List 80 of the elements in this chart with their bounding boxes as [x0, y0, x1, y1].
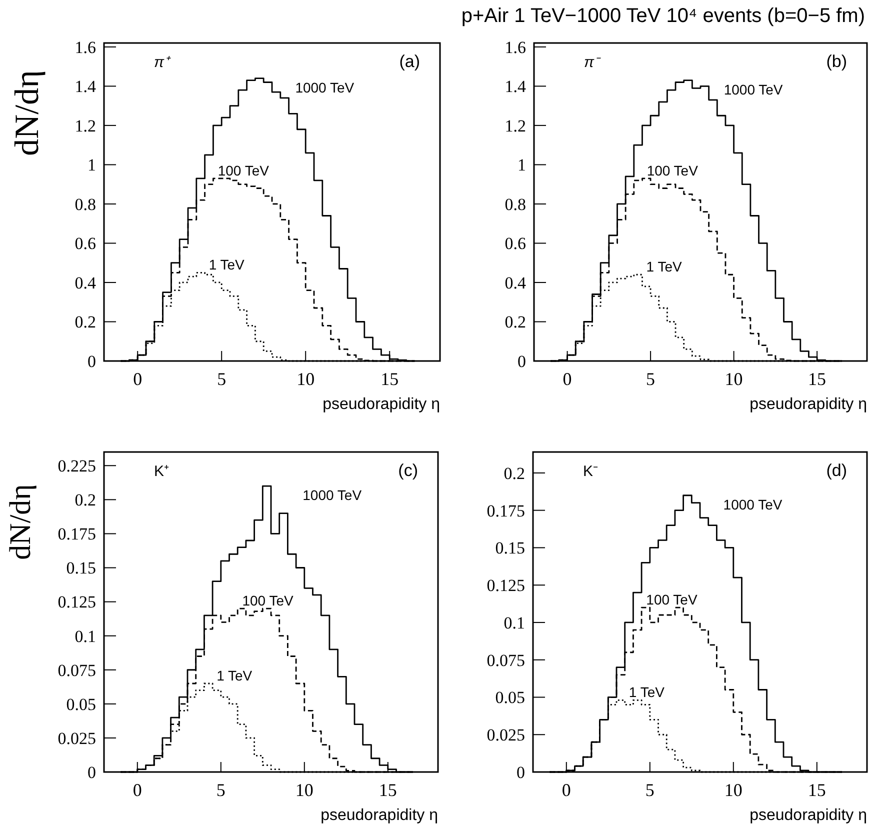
y-tick-label: 0.1 — [74, 626, 96, 646]
annotation: K⁺ — [154, 463, 170, 480]
y-tick-label: 0.15 — [495, 538, 525, 558]
y-tick-label: 0 — [518, 352, 526, 371]
x-tick-label: 0 — [562, 780, 571, 800]
series-label: 100 TeV — [646, 162, 699, 178]
x-tick-label: 5 — [217, 369, 226, 389]
y-tick-label: 0.225 — [58, 456, 96, 476]
x-tick-label: 15 — [808, 369, 826, 389]
y-tick-label: 1.4 — [504, 77, 526, 96]
y-tick-label: 0 — [88, 352, 96, 371]
y-tick-label: 1 — [518, 156, 526, 175]
x-tick-label: 10 — [295, 780, 314, 800]
y-tick-label: 0.05 — [66, 694, 96, 714]
y-tick-label: 0.125 — [58, 592, 96, 612]
series-label: 100 TeV — [646, 592, 698, 608]
y-axis-title: dN/dη — [9, 70, 46, 156]
x-axis-title: pseudorapidity η — [750, 396, 867, 413]
x-tick-label: 0 — [132, 780, 142, 800]
x-tick-label: 5 — [646, 369, 656, 389]
series-label: 1000 TeV — [295, 79, 355, 96]
y-tick-label: 0.175 — [486, 501, 525, 520]
y-axis-title: dN/dη — [4, 484, 37, 560]
y-tick-label: 0.2 — [504, 312, 526, 332]
x-tick-label: 15 — [378, 780, 397, 800]
y-tick-label: 0.025 — [486, 726, 525, 745]
annotation: (c) — [398, 461, 418, 480]
annotation: (d) — [826, 461, 847, 480]
y-tick-label: 0.2 — [74, 312, 96, 332]
y-tick-label: 0.025 — [58, 728, 96, 748]
y-tick-label: 0.05 — [495, 688, 525, 708]
x-tick-label: 10 — [296, 369, 315, 389]
y-tick-label: 0.6 — [504, 234, 526, 254]
y-tick-label: 1.6 — [74, 38, 96, 57]
series-label: 100 TeV — [242, 592, 294, 609]
series-label: 1000 TeV — [723, 496, 783, 512]
x-tick-label: 15 — [808, 780, 826, 800]
x-axis-title: pseudorapidity η — [322, 396, 440, 413]
y-tick-label: 0.075 — [486, 650, 525, 670]
x-tick-label: 0 — [562, 369, 572, 389]
x-tick-label: 15 — [380, 369, 399, 389]
y-tick-label: 0 — [516, 762, 525, 782]
series-label: 1000 TeV — [302, 487, 362, 504]
annotation: π⁺ — [154, 54, 172, 71]
series-label: 1 TeV — [646, 258, 682, 275]
x-tick-label: 5 — [645, 780, 654, 800]
series-label: 100 TeV — [218, 162, 270, 178]
series-label: 1 TeV — [208, 256, 246, 273]
y-tick-label: 0.125 — [486, 576, 525, 596]
y-tick-label: 0.2 — [74, 490, 96, 510]
annotation: K⁻ — [583, 463, 598, 480]
y-tick-label: 1.2 — [74, 116, 96, 136]
y-tick-label: 0.8 — [74, 194, 96, 214]
x-tick-label: 0 — [133, 369, 142, 389]
series-label: 1000 TeV — [724, 81, 784, 98]
x-tick-label: 10 — [724, 780, 742, 800]
y-tick-label: 0.175 — [58, 524, 96, 544]
y-tick-label: 0.075 — [58, 660, 96, 680]
x-tick-label: 5 — [216, 780, 226, 800]
y-tick-label: 1.4 — [74, 77, 96, 96]
y-tick-label: 0.8 — [504, 194, 526, 214]
y-tick-label: 0.4 — [74, 273, 96, 292]
y-tick-label: 0.15 — [66, 558, 96, 578]
series-label: 1 TeV — [628, 684, 666, 700]
y-tick-label: 1.2 — [504, 116, 526, 136]
chart-title: p+Air 1 TeV−1000 TeV 10⁴ events (b=0−5 fm) — [461, 5, 865, 27]
y-tick-label: 0.1 — [504, 613, 525, 632]
y-tick-label: 0.4 — [504, 273, 526, 292]
y-tick-label: 0.6 — [74, 234, 96, 254]
annotation: (a) — [399, 52, 420, 71]
annotation: (b) — [826, 52, 847, 71]
y-tick-label: 1 — [88, 156, 96, 175]
x-axis-title: pseudorapidity η — [750, 807, 867, 824]
y-tick-label: 0 — [88, 762, 96, 782]
x-axis-title: pseudorapidity η — [320, 807, 438, 824]
annotation: π⁻ — [584, 54, 602, 71]
y-tick-label: 0.2 — [504, 464, 525, 483]
series-label: 1 TeV — [216, 667, 253, 684]
x-tick-label: 10 — [724, 369, 743, 389]
y-tick-label: 1.6 — [504, 38, 526, 57]
